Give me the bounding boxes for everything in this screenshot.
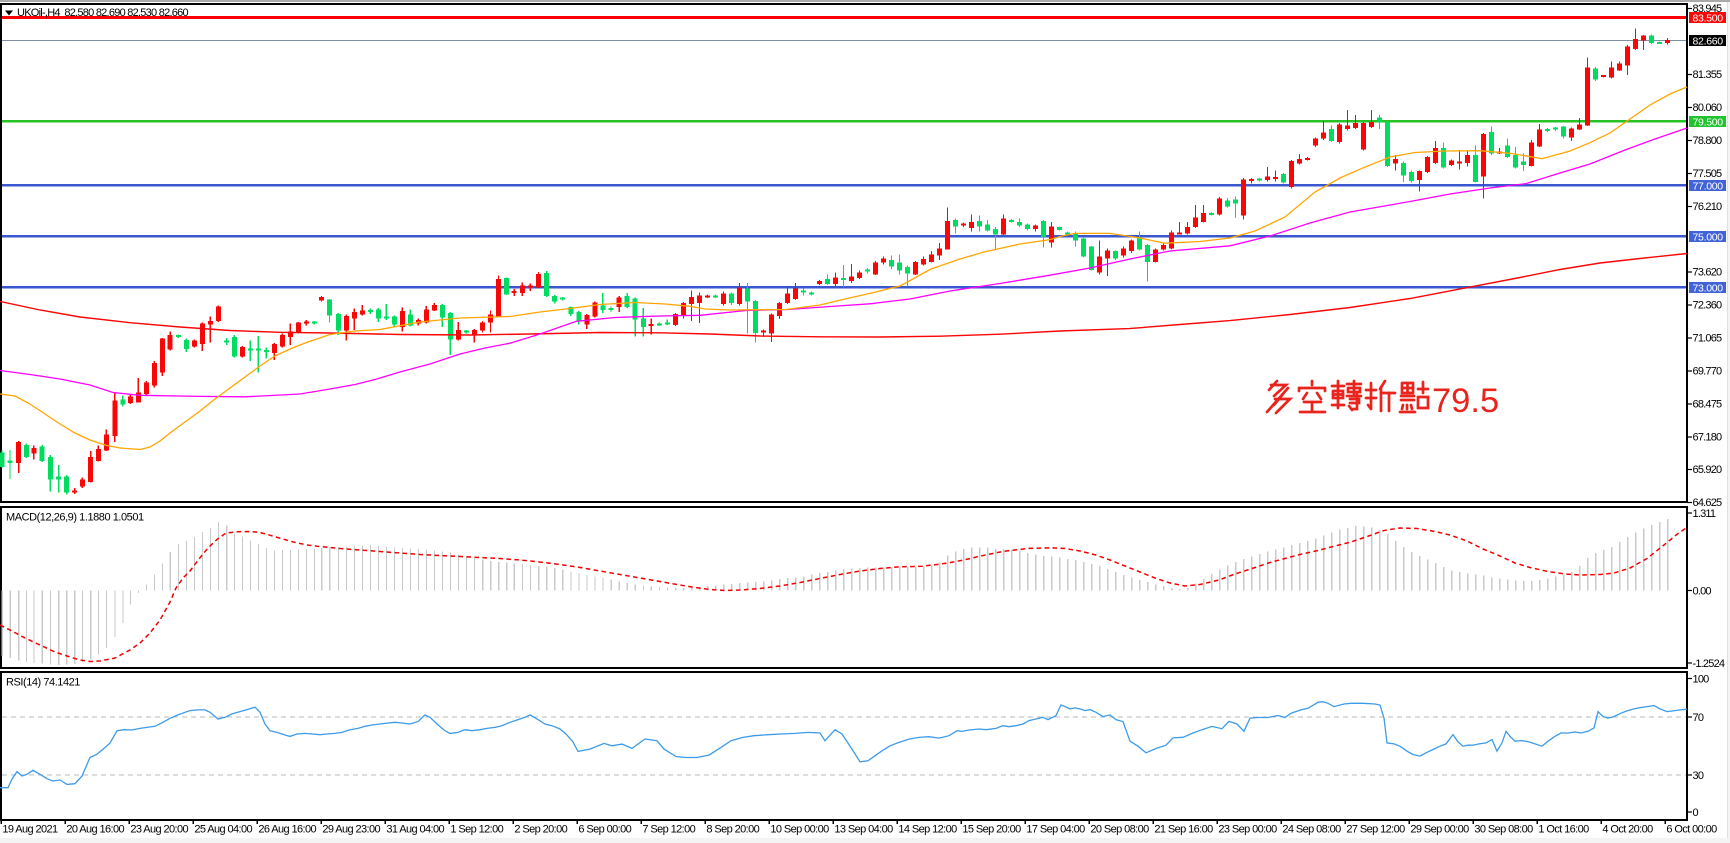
svg-text:67.180: 67.180 [1693,432,1723,444]
svg-text:75.000: 75.000 [1693,232,1724,244]
svg-text:21 Sep 16:00: 21 Sep 16:00 [1154,824,1213,836]
svg-text:82.660: 82.660 [1693,36,1724,48]
svg-text:78.800: 78.800 [1693,135,1723,147]
svg-text:14 Sep 12:00: 14 Sep 12:00 [898,824,957,836]
svg-text:23 Aug 20:00: 23 Aug 20:00 [130,824,188,836]
svg-text:77.000: 77.000 [1693,181,1724,193]
svg-text:29 Aug 23:00: 29 Aug 23:00 [322,824,380,836]
svg-text:70: 70 [1693,712,1704,724]
svg-text:UKOil-,H4 82.580 82.690 82.53: UKOil-,H4 82.580 82.690 82.530 82.660 [17,7,188,19]
svg-text:20 Sep 08:00: 20 Sep 08:00 [1090,824,1149,836]
svg-text:1 Oct 16:00: 1 Oct 16:00 [1538,824,1589,836]
svg-text:83.500: 83.500 [1693,13,1724,25]
svg-text:81.355: 81.355 [1693,69,1723,81]
svg-text:73.000: 73.000 [1693,283,1724,295]
svg-text:20 Aug 16:00: 20 Aug 16:00 [66,824,124,836]
svg-text:79.5: 79.5 [1432,382,1499,420]
svg-text:17 Sep 04:00: 17 Sep 04:00 [1026,824,1085,836]
svg-text:6 Oct 00:00: 6 Oct 00:00 [1666,824,1717,836]
svg-text:80.060: 80.060 [1693,102,1723,114]
svg-text:31 Aug 04:00: 31 Aug 04:00 [386,824,444,836]
svg-text:29 Sep 00:00: 29 Sep 00:00 [1410,824,1469,836]
svg-text:0: 0 [1693,807,1699,819]
svg-text:76.210: 76.210 [1693,201,1723,213]
svg-text:24 Sep 08:00: 24 Sep 08:00 [1282,824,1341,836]
svg-text:-1.2524: -1.2524 [1693,658,1725,670]
svg-text:26 Aug 16:00: 26 Aug 16:00 [258,824,316,836]
svg-text:1 Sep 12:00: 1 Sep 12:00 [450,824,503,836]
svg-text:10 Sep 00:00: 10 Sep 00:00 [770,824,829,836]
svg-text:69.770: 69.770 [1693,366,1723,378]
svg-text:100: 100 [1693,674,1710,686]
svg-text:13 Sep 04:00: 13 Sep 04:00 [834,824,893,836]
svg-text:68.475: 68.475 [1693,399,1723,411]
svg-text:RSI(14) 74.1421: RSI(14) 74.1421 [6,677,80,689]
svg-text:MACD(12,26,9) 1.1880 1.0501: MACD(12,26,9) 1.1880 1.0501 [6,512,144,524]
svg-text:23 Sep 00:00: 23 Sep 00:00 [1218,824,1277,836]
svg-text:6 Sep 00:00: 6 Sep 00:00 [578,824,631,836]
svg-text:1.311: 1.311 [1693,508,1716,520]
svg-text:64.625: 64.625 [1693,497,1723,509]
svg-text:30: 30 [1693,770,1704,782]
svg-text:73.620: 73.620 [1693,267,1723,279]
svg-text:15 Sep 20:00: 15 Sep 20:00 [962,824,1021,836]
svg-text:65.920: 65.920 [1693,464,1723,476]
svg-text:25 Aug 04:00: 25 Aug 04:00 [194,824,252,836]
svg-text:71.065: 71.065 [1693,333,1723,345]
svg-text:4 Oct 20:00: 4 Oct 20:00 [1602,824,1653,836]
svg-text:30 Sep 08:00: 30 Sep 08:00 [1474,824,1533,836]
svg-text:72.360: 72.360 [1693,300,1723,312]
svg-text:7 Sep 12:00: 7 Sep 12:00 [642,824,695,836]
svg-text:77.505: 77.505 [1693,168,1723,180]
svg-text:27 Sep 12:00: 27 Sep 12:00 [1346,824,1405,836]
svg-text:0.00: 0.00 [1693,586,1712,598]
svg-text:2 Sep 20:00: 2 Sep 20:00 [514,824,567,836]
svg-text:19 Aug 2021: 19 Aug 2021 [2,824,58,836]
svg-text:79.500: 79.500 [1693,117,1724,129]
svg-text:8 Sep 20:00: 8 Sep 20:00 [706,824,759,836]
